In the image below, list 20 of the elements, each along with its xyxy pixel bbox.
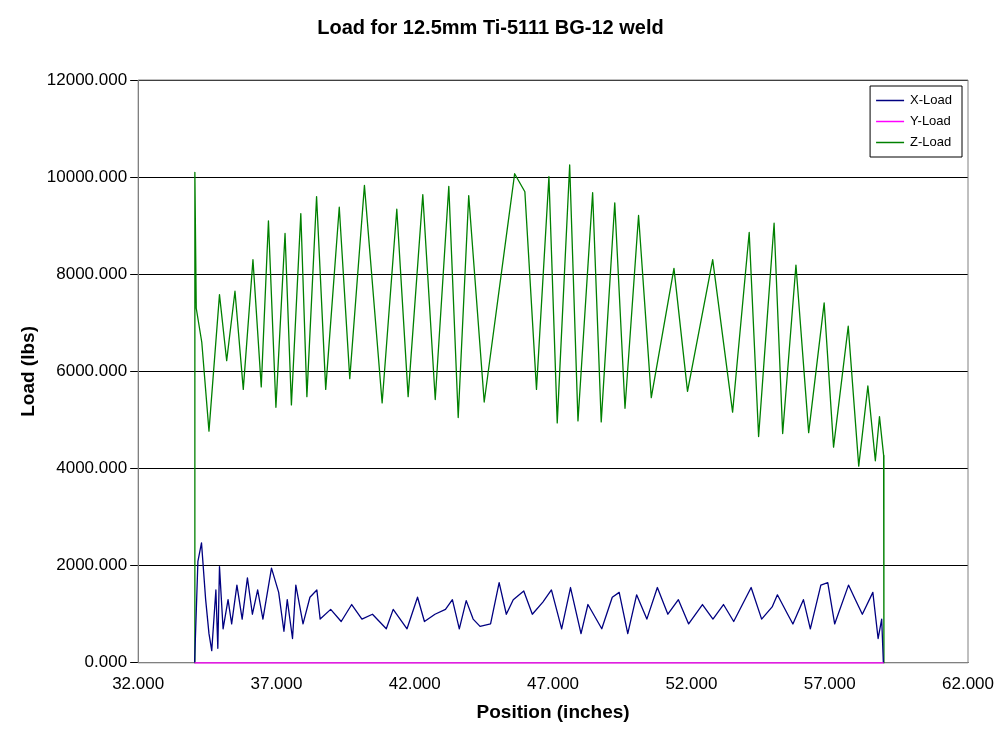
legend-label: Z-Load [910,134,952,150]
y-tick-label: 8000.000 [56,263,128,283]
y-tick-label: 2000.000 [56,555,128,575]
y-tick-label: 12000.000 [46,69,128,89]
chart-title: Load for 12.5mm Ti-5111 BG-12 weld [317,15,664,38]
x-tick-label: 52.000 [665,673,718,693]
legend-label: X-Load [910,92,952,108]
y-tick-label: 6000.000 [56,361,128,381]
x-tick-label: 47.000 [527,673,580,693]
x-axis-title: Position (inches) [476,700,630,722]
x-tick-label: 32.000 [112,673,165,693]
x-tick-label: 37.000 [250,673,303,693]
y-axis-title: Load (lbs) [16,326,38,417]
x-tick-label: 42.000 [388,673,441,693]
x-tick-label: 62.000 [942,673,994,693]
y-tick-label: 0.000 [84,652,128,672]
y-tick-label: 10000.000 [46,166,128,186]
y-tick-label: 4000.000 [56,458,128,478]
legend-label: Y-Load [910,113,951,129]
x-tick-label: 57.000 [803,673,856,693]
